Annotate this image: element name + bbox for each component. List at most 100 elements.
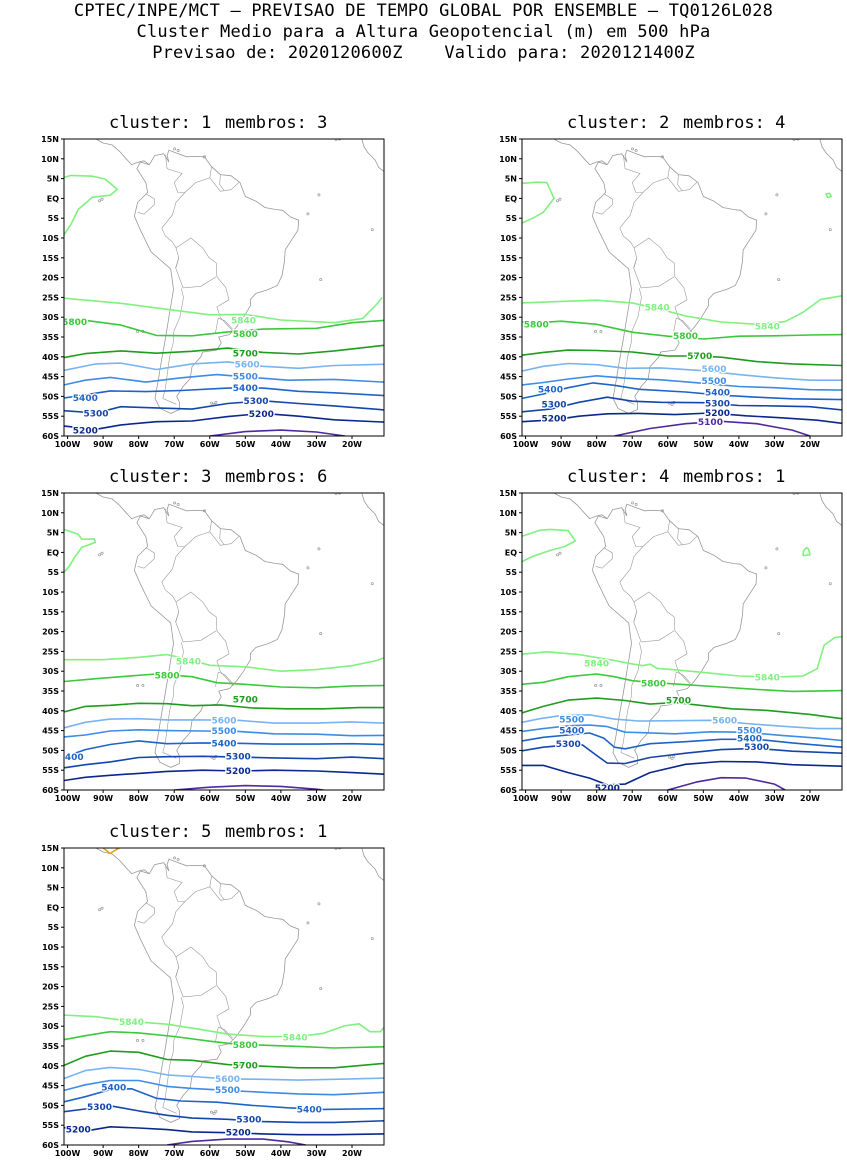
lat-tick-label: 5N bbox=[47, 175, 59, 184]
lat-tick-label: 30S bbox=[42, 667, 59, 676]
lat-tick-label: 10S bbox=[42, 943, 59, 952]
country-border bbox=[623, 508, 643, 547]
lat-tick-label: 45S bbox=[500, 727, 517, 736]
country-border bbox=[595, 547, 614, 569]
country-border bbox=[619, 192, 644, 268]
island bbox=[338, 139, 342, 141]
island bbox=[828, 582, 832, 586]
contour-5700 bbox=[64, 702, 384, 713]
contour-5700 bbox=[64, 1050, 384, 1069]
lon-tick-label: 50W bbox=[235, 1149, 255, 1158]
island bbox=[660, 509, 664, 513]
lon-tick-label: 90W bbox=[551, 440, 571, 449]
lat-tick-label: 50S bbox=[42, 746, 59, 755]
contour-5840 bbox=[64, 1014, 384, 1038]
contour-5800 bbox=[522, 320, 842, 340]
map-frame bbox=[63, 492, 385, 791]
lat-tick-label: 55S bbox=[42, 1121, 59, 1130]
lat-tick-label: 40S bbox=[42, 353, 59, 362]
country-border bbox=[137, 193, 156, 215]
country-border bbox=[219, 883, 225, 900]
coastline bbox=[361, 139, 384, 172]
lat-tick-label: 15N bbox=[499, 135, 517, 144]
contour-5200 bbox=[522, 760, 842, 786]
lat-tick-label: 50S bbox=[42, 1101, 59, 1110]
contour-5500 bbox=[64, 729, 384, 738]
geopotential-map: 5840584058005700560055005500540054005300… bbox=[499, 489, 843, 803]
contour-5100 bbox=[174, 784, 324, 790]
members-label: membros: 6 bbox=[225, 467, 328, 487]
cluster-panel-5: cluster: 5 membros: 1 5840 5840 5800 5700 560… bbox=[19, 822, 439, 1174]
island bbox=[670, 402, 674, 406]
lon-tick-label: 30W bbox=[306, 1149, 326, 1158]
cluster-panel-4: cluster: 4 membros: 1 5840 5840 5800 5700 560… bbox=[477, 467, 847, 819]
lon-tick-label: 100W bbox=[55, 440, 81, 449]
country-border bbox=[667, 177, 698, 192]
contour-label: 5800 bbox=[673, 332, 698, 342]
lat-tick-label: 45S bbox=[42, 1082, 59, 1091]
lat-tick-label: 40S bbox=[42, 1062, 59, 1071]
lat-tick-label: 60S bbox=[42, 786, 59, 795]
lat-tick-label: 50S bbox=[42, 392, 59, 401]
lat-tick-label: 45S bbox=[42, 373, 59, 382]
island bbox=[98, 908, 102, 912]
lon-tick-label: 80W bbox=[587, 440, 607, 449]
contour-5700 bbox=[64, 344, 384, 359]
contour-label: 5600 bbox=[215, 1075, 240, 1085]
lat-tick-label: 30S bbox=[500, 313, 517, 322]
lon-tick-label: 70W bbox=[622, 440, 642, 449]
lon-tick-label: 30W bbox=[764, 794, 784, 803]
lat-tick-label: 20S bbox=[42, 983, 59, 992]
lon-tick-label: 70W bbox=[622, 794, 642, 803]
contour-5840 bbox=[64, 653, 384, 672]
coastline bbox=[109, 828, 126, 847]
island bbox=[306, 566, 310, 570]
island bbox=[141, 1039, 145, 1042]
island bbox=[777, 278, 781, 282]
island bbox=[100, 551, 104, 555]
lat-tick-label: 5N bbox=[505, 529, 517, 538]
lat-tick-label: 25S bbox=[42, 647, 59, 656]
country-border bbox=[667, 531, 698, 546]
contour-label: 5200 bbox=[226, 767, 251, 777]
lon-tick-label: 80W bbox=[129, 440, 149, 449]
country-border bbox=[137, 547, 156, 569]
contour-label: 5100 bbox=[698, 418, 723, 428]
island bbox=[370, 937, 374, 941]
contour-5840 bbox=[64, 528, 97, 573]
country-border bbox=[633, 257, 675, 289]
contour-5800 bbox=[522, 673, 842, 693]
island bbox=[202, 509, 206, 513]
island bbox=[764, 212, 768, 216]
contour-5840 bbox=[64, 174, 119, 236]
lat-tick-label: 5S bbox=[48, 923, 60, 932]
country-border bbox=[175, 257, 217, 289]
contour-label: 5200 bbox=[226, 1129, 251, 1139]
lat-tick-label: 5S bbox=[48, 214, 60, 223]
lon-tick-label: 100W bbox=[513, 440, 539, 449]
contour-5400 bbox=[522, 732, 842, 750]
contour-label: 5840 bbox=[755, 322, 780, 332]
lat-tick-label: EQ bbox=[47, 903, 59, 912]
country-border bbox=[673, 317, 691, 333]
lat-tick-label: EQ bbox=[505, 194, 517, 203]
cluster-label: cluster: 4 bbox=[567, 467, 670, 487]
lon-tick-label: 40W bbox=[271, 1149, 291, 1158]
contour-5300 bbox=[64, 1105, 384, 1124]
map-frame bbox=[63, 847, 385, 1146]
lat-tick-label: 15N bbox=[41, 135, 59, 144]
cluster-panel-2: cluster: 2 membros: 4 5840 5840 5800 5800 570… bbox=[477, 113, 847, 465]
country-border bbox=[620, 288, 642, 405]
island bbox=[558, 551, 562, 555]
contour-5600 bbox=[64, 361, 384, 372]
coastline bbox=[133, 149, 300, 414]
contour-label: 5840 bbox=[584, 659, 609, 669]
contour-5100 bbox=[209, 429, 346, 436]
lat-tick-label: 20S bbox=[42, 274, 59, 283]
coastline bbox=[591, 503, 758, 768]
island bbox=[212, 756, 216, 760]
lon-tick-label: 50W bbox=[235, 794, 255, 803]
contour-label: 5200 bbox=[595, 784, 620, 794]
lon-tick-label: 40W bbox=[271, 440, 291, 449]
contour-5840 bbox=[522, 635, 842, 678]
